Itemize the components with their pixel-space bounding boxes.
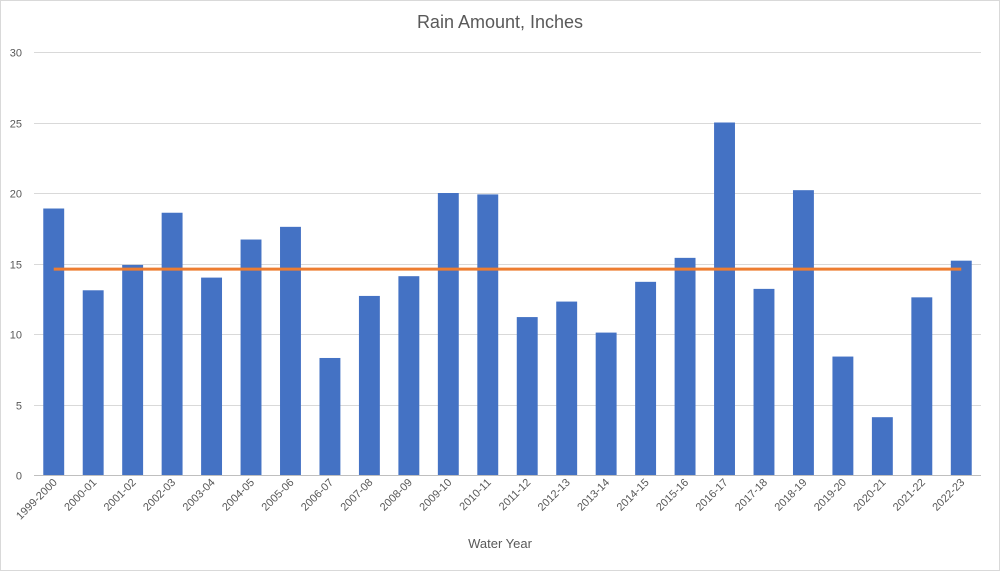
bar (82, 290, 104, 475)
x-tick-label: 2000-01 (62, 477, 99, 514)
y-tick-label: 10 (10, 330, 22, 342)
bar (437, 193, 459, 475)
chart-title: Rain Amount, Inches (416, 12, 584, 32)
y-tick-label: 30 (10, 48, 22, 60)
bar (201, 277, 223, 475)
bar (674, 257, 696, 475)
x-tick-label: 2014-15 (615, 477, 652, 514)
x-tick-label: 2012-13 (536, 477, 573, 514)
x-tick-label: 2007-08 (338, 477, 375, 514)
bar (240, 239, 262, 475)
bar (595, 332, 617, 475)
x-tick-label: 2016-17 (694, 477, 731, 514)
bar (161, 212, 183, 476)
x-tick-label: 2017-18 (733, 477, 770, 514)
bar (398, 276, 420, 475)
bar (950, 260, 972, 475)
x-tick-label: 2006-07 (299, 477, 336, 514)
bar (477, 194, 499, 475)
x-tick-label: 2015-16 (654, 477, 691, 514)
x-tick-label: 2013-14 (575, 477, 612, 514)
bar (556, 301, 578, 475)
bar (635, 281, 657, 475)
y-tick-label: 0 (16, 471, 22, 483)
bar (792, 190, 814, 475)
bar (832, 356, 854, 475)
x-tick-label: 2004-05 (220, 477, 257, 514)
bar (358, 295, 380, 475)
x-tick-label: 2008-09 (378, 477, 415, 514)
x-tick-label: 2022-23 (930, 477, 967, 514)
y-tick-label: 20 (10, 189, 22, 201)
x-tick-label: 2021-22 (891, 477, 928, 514)
x-tick-label: 2018-19 (773, 477, 810, 514)
bar (43, 208, 65, 475)
x-tick-label: 2009-10 (417, 477, 454, 514)
x-tick-label: 2003-04 (181, 477, 218, 514)
x-axis-title: Water Year (468, 536, 532, 551)
x-tick-label: 2005-06 (260, 477, 297, 514)
bar (280, 226, 301, 475)
y-tick-label: 5 (16, 401, 22, 413)
x-tick-label: 2001-02 (102, 477, 139, 514)
bar (753, 288, 775, 475)
x-tick-label: 1999-2000 (14, 477, 60, 523)
bar (714, 122, 735, 475)
bar (516, 317, 538, 475)
x-tick-label: 2020-21 (851, 477, 888, 514)
x-tick-label: 2002-03 (141, 477, 178, 514)
bar (911, 297, 933, 475)
x-tick-label: 2019-20 (812, 477, 849, 514)
x-tick-label: 2011-12 (497, 477, 533, 513)
y-tick-label: 25 (10, 119, 22, 131)
bar (122, 264, 144, 475)
bar (871, 417, 893, 475)
bar (319, 357, 341, 475)
x-tick-label: 2010-11 (457, 477, 493, 513)
y-tick-label: 15 (10, 260, 22, 272)
